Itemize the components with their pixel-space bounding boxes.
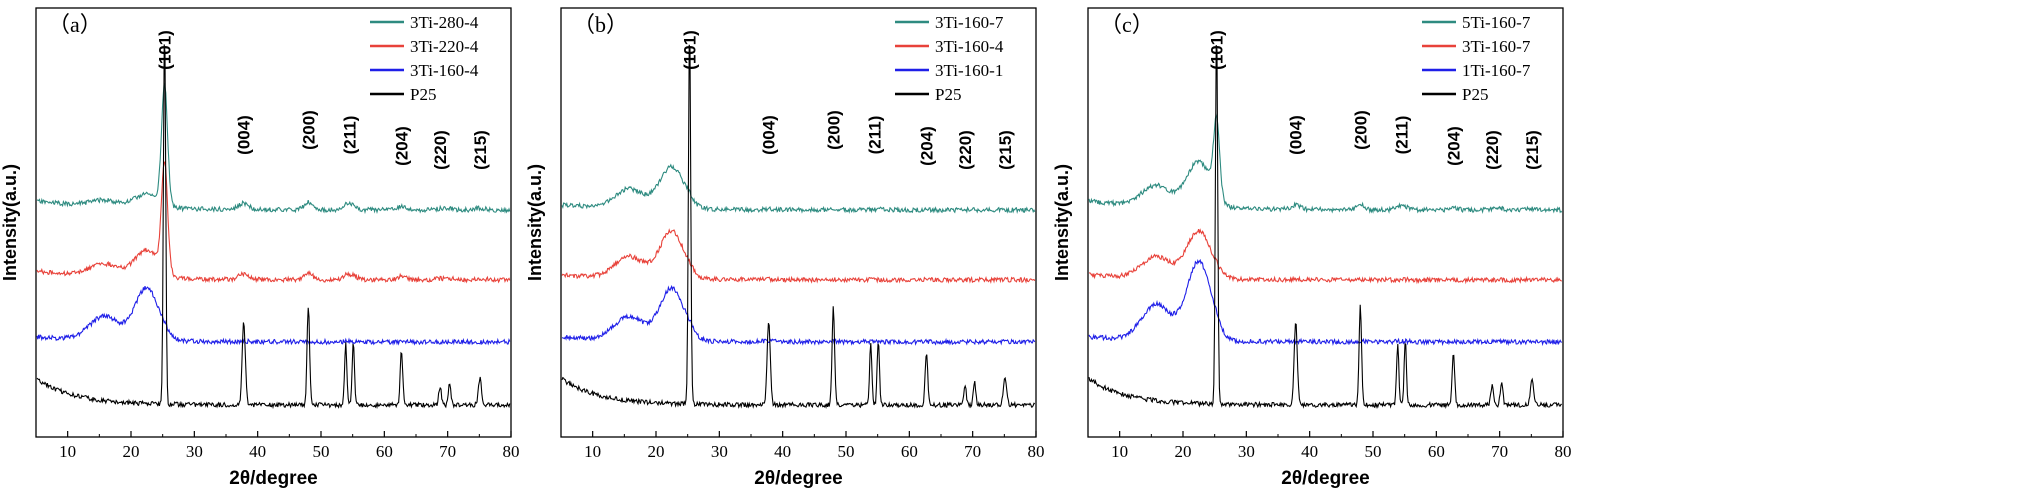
series-line-1Ti-160-7 (1088, 258, 1562, 347)
peak-label: (215) (996, 130, 1015, 170)
x-tick-label: 20 (123, 442, 140, 461)
peak-label: (211) (866, 116, 885, 155)
legend-label: 3Ti-160-7 (935, 13, 1004, 32)
x-tick-label: 40 (1301, 442, 1318, 461)
peak-label: (101) (681, 30, 700, 70)
legend-label: 5Ti-160-7 (1462, 13, 1531, 32)
peak-label: (215) (1523, 130, 1542, 170)
chart-svg: 10 20 30 40 50 60 70 80 2θ/degree Intensity(a.u.)… (0, 7, 520, 489)
peak-label: (101) (156, 30, 175, 70)
legend-label: 3Ti-220-4 (410, 37, 479, 56)
legend-label: P25 (410, 85, 436, 104)
x-tick-label: 80 (1028, 442, 1045, 461)
legend-label: 3Ti-160-4 (935, 37, 1004, 56)
x-axis-label: 2θ/degree (754, 468, 842, 489)
chart-svg: 10 20 30 40 50 60 70 80 2θ/degree Intensity(a.u.)… (525, 7, 1045, 489)
x-tick-label: 70 (1491, 442, 1508, 461)
series-line-3Ti-160-1 (561, 284, 1036, 346)
panel-label: （c） (1100, 12, 1154, 37)
x-tick-label: 20 (648, 442, 665, 461)
x-tick-label: 70 (964, 442, 981, 461)
peak-label: (200) (824, 110, 843, 150)
plot-frame (1087, 7, 1564, 438)
xrd-panel-b: 10 20 30 40 50 60 70 80 2θ/degree Intensity(a.u.)… (525, 0, 1202, 495)
xrd-panel-c: 10 20 30 40 50 60 70 80 2θ/degree Intensity(a.u.)… (1052, 0, 1729, 495)
legend-label: 3Ti-160-1 (935, 61, 1003, 80)
x-tick-label: 30 (1238, 442, 1255, 461)
peak-label: (204) (392, 126, 411, 166)
peak-label: (004) (235, 115, 254, 155)
legend-label: 3Ti-160-7 (1462, 37, 1531, 56)
y-axis-label: Intensity(a.u.) (1052, 164, 1072, 281)
y-axis-label: Intensity(a.u.) (0, 164, 20, 281)
legend-label: P25 (1462, 85, 1488, 104)
x-tick-label: 50 (838, 442, 855, 461)
x-tick-label: 30 (711, 442, 728, 461)
plot-frame (560, 7, 1037, 438)
peak-label: (101) (1208, 30, 1227, 70)
x-tick-label: 60 (376, 442, 393, 461)
legend-label: 3Ti-160-4 (410, 61, 479, 80)
series-line-P25 (36, 44, 511, 410)
legend-label: P25 (935, 85, 961, 104)
x-tick-label: 10 (584, 442, 601, 461)
series-line-3Ti-160-7 (561, 163, 1036, 215)
x-tick-label: 30 (186, 442, 203, 461)
panel-label: （a） (48, 12, 102, 37)
peak-label: (204) (1444, 126, 1463, 166)
x-tick-label: 20 (1175, 442, 1192, 461)
x-tick-label: 80 (1555, 442, 1572, 461)
series-line-3Ti-160-7 (1089, 228, 1563, 285)
series-line-3Ti-280-4 (36, 82, 511, 215)
x-tick-label: 50 (313, 442, 330, 461)
x-axis-label: 2θ/degree (229, 468, 317, 489)
peak-label: (200) (299, 110, 318, 150)
x-tick-label: 40 (774, 442, 791, 461)
series-line-3Ti-160-4 (561, 228, 1036, 285)
legend-label: 1Ti-160-7 (1462, 61, 1531, 80)
x-tick-label: 60 (901, 442, 918, 461)
peak-label: (211) (1393, 116, 1412, 155)
series-line-3Ti-160-4 (36, 285, 511, 346)
x-tick-label: 60 (1428, 442, 1445, 461)
x-tick-label: 70 (439, 442, 456, 461)
peak-label: (220) (956, 130, 975, 170)
x-tick-label: 80 (503, 442, 520, 461)
peak-label: (220) (1483, 130, 1502, 170)
peak-label: (004) (760, 115, 779, 155)
peak-label: (211) (341, 116, 360, 155)
peak-label: (204) (917, 126, 936, 166)
series-line-5Ti-160-7 (1088, 113, 1563, 214)
x-tick-label: 40 (249, 442, 266, 461)
x-tick-label: 50 (1365, 442, 1382, 461)
series-line-P25 (1088, 45, 1562, 410)
plot-frame (35, 7, 512, 438)
peak-label: (220) (431, 130, 450, 170)
panel-label: （b） (573, 12, 628, 37)
series-line-3Ti-220-4 (36, 160, 511, 284)
xrd-panel-a: 10 20 30 40 50 60 70 80 2θ/degree Intensity(a.u.)… (0, 0, 677, 495)
peak-label: (004) (1287, 115, 1306, 155)
series-line-P25 (561, 44, 1036, 410)
peak-label: (215) (471, 130, 490, 170)
x-axis-label: 2θ/degree (1281, 468, 1369, 489)
peak-label: (200) (1351, 110, 1370, 150)
x-tick-label: 10 (59, 442, 76, 461)
chart-svg: 10 20 30 40 50 60 70 80 2θ/degree Intensity(a.u.)… (1052, 7, 1572, 489)
legend-label: 3Ti-280-4 (410, 13, 479, 32)
y-axis-label: Intensity(a.u.) (525, 164, 545, 281)
x-tick-label: 10 (1111, 442, 1128, 461)
